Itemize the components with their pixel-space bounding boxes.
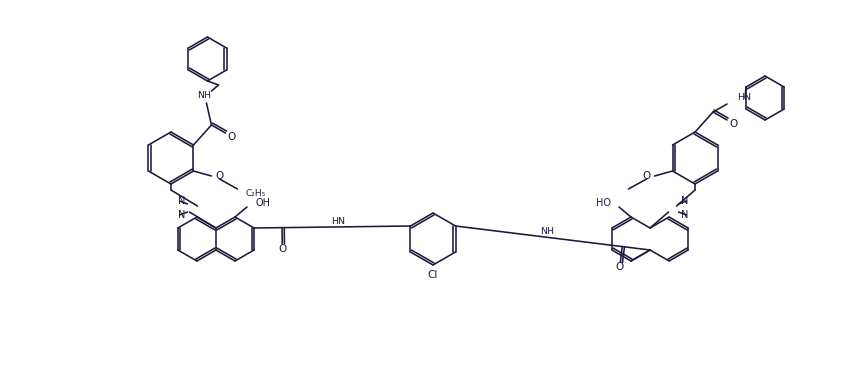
Text: N: N	[681, 210, 688, 220]
Text: O: O	[278, 244, 287, 253]
Text: N: N	[681, 196, 688, 206]
Text: OH: OH	[255, 198, 270, 208]
Text: O: O	[216, 171, 223, 181]
Text: O: O	[616, 262, 624, 272]
Text: O: O	[643, 171, 650, 181]
Text: O: O	[228, 132, 236, 142]
Text: HN: HN	[332, 217, 346, 226]
Text: NH: NH	[540, 227, 554, 236]
Text: N: N	[178, 210, 185, 220]
Text: N: N	[178, 196, 185, 206]
Text: HO: HO	[596, 198, 611, 208]
Text: Cl: Cl	[428, 270, 438, 280]
Text: NH: NH	[197, 91, 211, 99]
Text: C₂H₅: C₂H₅	[245, 188, 266, 197]
Text: HN: HN	[737, 94, 751, 103]
Text: O: O	[729, 119, 737, 129]
